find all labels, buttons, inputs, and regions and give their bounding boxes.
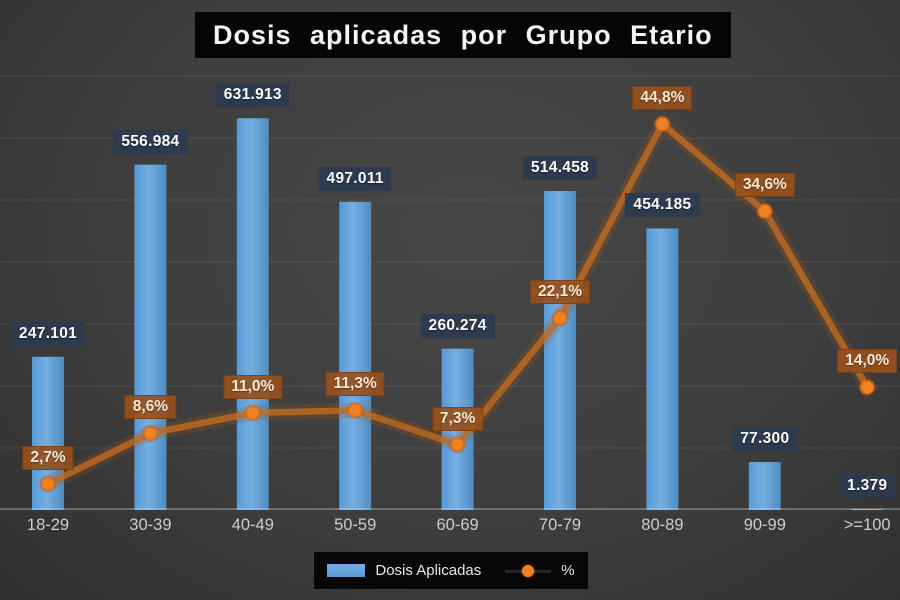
x-axis-label-80-89: 80-89 bbox=[641, 516, 684, 534]
x-axis-label-18-29: 18-29 bbox=[26, 516, 70, 534]
bar-50-59 bbox=[339, 201, 372, 510]
bar-value-label->=100: 1.379 bbox=[839, 474, 896, 498]
bar-70-79 bbox=[544, 191, 576, 510]
legend-line-marker-icon bbox=[505, 564, 552, 578]
x-axis-label-70-79: 70-79 bbox=[538, 516, 582, 534]
bar-40-49 bbox=[236, 118, 269, 511]
legend-label-doses: Dosis Aplicadas bbox=[375, 562, 482, 579]
legend-bar-swatch-icon bbox=[327, 564, 366, 577]
bar->=100 bbox=[851, 509, 884, 510]
percent-value-label-40-49: 11,0% bbox=[223, 374, 283, 399]
percent-value-label-50-59: 11,3% bbox=[325, 372, 385, 397]
x-axis-label-60-69: 60-69 bbox=[436, 516, 479, 534]
bar-value-label-80-89: 454.185 bbox=[625, 193, 700, 218]
chart-title: Dosis aplicadas por Grupo Etario bbox=[195, 12, 731, 58]
bar-value-label-90-99: 77.300 bbox=[732, 427, 798, 452]
x-axis-label-40-49: 40-49 bbox=[231, 516, 274, 534]
percent-value-label-80-89: 44,8% bbox=[632, 85, 693, 110]
percent-value-label-90-99: 34,6% bbox=[734, 173, 795, 198]
bar-value-label-50-59: 497.011 bbox=[318, 166, 392, 191]
percent-marker-18-29 bbox=[39, 475, 57, 493]
percent-value-label-18-29: 2,7% bbox=[22, 445, 74, 470]
x-axis-label-50-59: 50-59 bbox=[334, 516, 377, 534]
x-axis-label-30-39: 30-39 bbox=[129, 516, 172, 534]
legend: Dosis Aplicadas % bbox=[314, 552, 588, 589]
bar-30-39 bbox=[134, 164, 167, 510]
percent-marker-80-89 bbox=[653, 115, 671, 133]
percent-value-label-30-39: 8,6% bbox=[124, 395, 177, 420]
percent-marker->=100 bbox=[858, 378, 876, 396]
percent-value-label-60-69: 7,3% bbox=[431, 406, 484, 431]
bar-value-label-70-79: 514.458 bbox=[522, 156, 598, 181]
percent-marker-70-79 bbox=[551, 309, 569, 327]
percent-marker-50-59 bbox=[346, 401, 364, 419]
percent-value-label-70-79: 22,1% bbox=[530, 280, 590, 305]
bar-80-89 bbox=[646, 228, 679, 510]
bar-value-label-18-29: 247.101 bbox=[10, 321, 86, 346]
percent-marker-90-99 bbox=[756, 202, 774, 220]
x-axis-label-90-99: 90-99 bbox=[743, 516, 786, 534]
x-axis-label->=100: >=100 bbox=[843, 516, 891, 534]
percent-marker-60-69 bbox=[449, 436, 467, 454]
percent-marker-40-49 bbox=[244, 404, 262, 422]
bar-value-label-30-39: 556.984 bbox=[113, 129, 188, 154]
bar-value-label-60-69: 260.274 bbox=[420, 313, 495, 338]
bar-90-99 bbox=[748, 462, 781, 510]
percent-value-label->=100: 14,0% bbox=[837, 349, 898, 374]
bar-value-label-40-49: 631.913 bbox=[215, 83, 290, 108]
percent-marker-30-39 bbox=[141, 424, 159, 442]
legend-label-percent: % bbox=[561, 562, 575, 579]
